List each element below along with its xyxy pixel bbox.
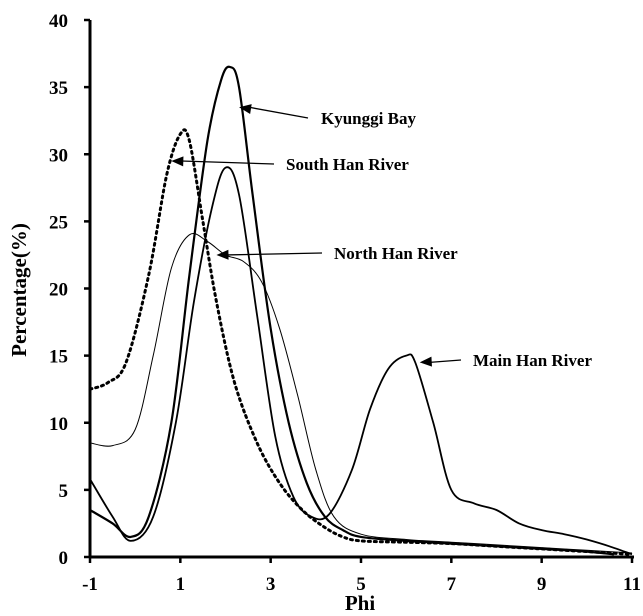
series-line-south-han-river [88, 128, 634, 556]
annotation-label-main-han-river: Main Han River [473, 351, 592, 370]
annotation-arrow-north-han-river [226, 252, 323, 256]
series-layer [88, 65, 634, 556]
x-tick-label: 9 [537, 574, 547, 595]
y-tick-label: 20 [49, 280, 68, 301]
x-tick-label: 11 [623, 574, 641, 595]
annotation-arrowhead-main-han-river [419, 356, 432, 367]
y-tick-label: 15 [49, 347, 68, 368]
y-tick-label: 25 [49, 212, 68, 233]
y-tick-label: 5 [59, 481, 69, 502]
annotation-label-south-han-river: South Han River [286, 155, 409, 174]
y-tick-label: 35 [49, 78, 68, 99]
annotation-arrowhead-kyunggi-bay [239, 104, 252, 115]
annotation-arrowhead-south-han-river [171, 156, 184, 167]
annotation-arrow-kyunggi-bay [248, 106, 309, 119]
x-tick-label: -1 [82, 574, 98, 595]
annotation-layer: Kyunggi Bay South Han River North Han Rive… [171, 104, 592, 370]
x-tick-label: 3 [266, 574, 276, 595]
series-line-kyunggi-bay [89, 65, 614, 556]
series-line-main-han-river [89, 166, 633, 556]
x-tick-label: 5 [356, 574, 366, 595]
y-tick-label: 40 [49, 11, 68, 32]
series-line-north-han-river [89, 232, 633, 554]
annotation-arrow-main-han-river [429, 359, 462, 363]
y-tick-label: 30 [49, 145, 68, 166]
annotation-label-north-han-river: North Han River [334, 244, 458, 263]
x-tick-label: 1 [176, 574, 186, 595]
annotation-arrowhead-north-han-river [216, 249, 229, 260]
annotation-arrow-south-han-river [181, 160, 275, 165]
annotation-label-kyunggi-bay: Kyunggi Bay [321, 109, 416, 128]
y-tick-label: 0 [59, 548, 69, 569]
x-axis-title: Phi [345, 591, 376, 615]
x-tick-label: 7 [447, 574, 457, 595]
y-tick-label: 10 [49, 414, 68, 435]
y-axis-title: Percentage(%) [7, 223, 31, 357]
